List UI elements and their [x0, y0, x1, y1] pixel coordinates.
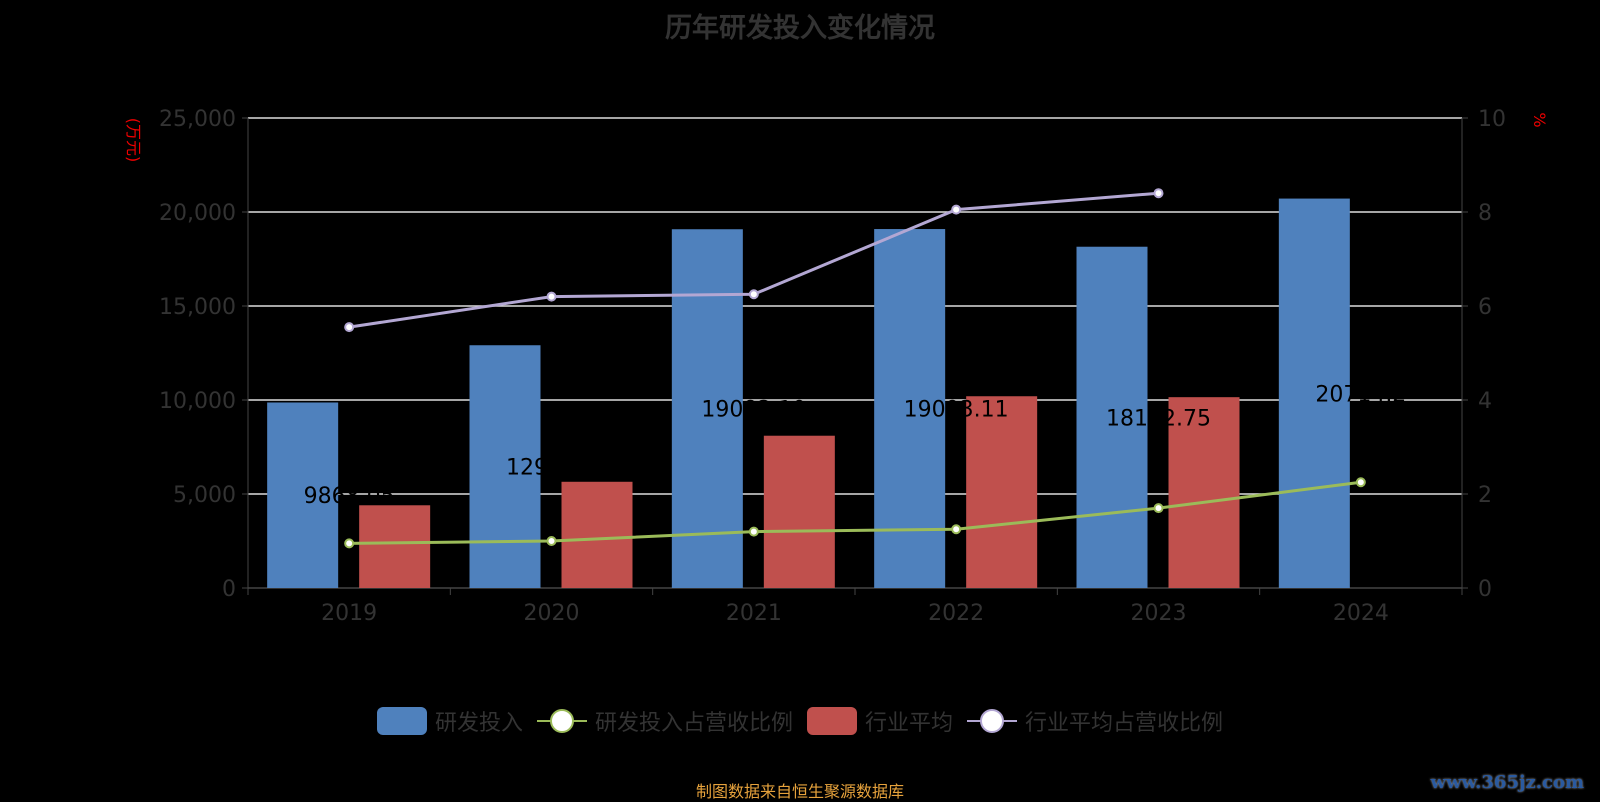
- line-point: [1153, 503, 1164, 514]
- line-point: [951, 524, 962, 535]
- x-tick-label: 2021: [726, 601, 782, 626]
- y-tick-label: 20,000: [159, 201, 236, 226]
- bar-value-label: 19083.10: [701, 398, 806, 423]
- legend-label: 行业平均: [865, 711, 954, 736]
- y-right-tick-label: 8: [1478, 201, 1492, 226]
- source-note: 制图数据来自恒生聚源数据库: [695, 782, 904, 801]
- bar-rd: [469, 345, 541, 588]
- bar-industry: [763, 435, 835, 588]
- legend-label: 研发投入: [434, 711, 523, 736]
- chart-title: 历年研发投入变化情况: [665, 13, 935, 44]
- bar-industry: [359, 505, 431, 588]
- bar-industry: [1168, 397, 1240, 588]
- y-tick-label: 5,000: [173, 483, 236, 508]
- line-point: [546, 536, 557, 546]
- y-axis-label-left: (万元): [124, 118, 143, 163]
- y-right-tick-label: 6: [1478, 295, 1492, 320]
- bar-value-label: 9868.05: [304, 484, 395, 509]
- x-tick-label: 2019: [321, 601, 377, 626]
- legend-item-rd[interactable]: 研发投入: [376, 705, 523, 737]
- line-point: [344, 322, 355, 333]
- legend-swatch: [536, 707, 587, 735]
- line-point: [748, 289, 759, 300]
- bar-value-label: 12912.5: [506, 456, 597, 481]
- y-tick-label: 0: [222, 577, 236, 602]
- legend-item-industry-ratio[interactable]: 行业平均占营收比例: [967, 705, 1223, 737]
- y-right-tick-label: 2: [1478, 483, 1492, 508]
- line-point: [1153, 188, 1164, 199]
- bar-industry: [966, 396, 1038, 588]
- legend-item-rd-ratio[interactable]: 研发投入占营收比例: [536, 705, 793, 737]
- line-series: [348, 191, 1159, 329]
- x-tick-label: 2020: [524, 601, 580, 626]
- legend-swatch: [376, 707, 427, 735]
- y-tick-label: 15,000: [159, 295, 236, 320]
- y-tick-label: 10,000: [159, 389, 236, 414]
- line-series: [349, 480, 1362, 545]
- line-point: [1355, 477, 1366, 488]
- line-point: [951, 204, 962, 215]
- bar-rd: [671, 229, 743, 588]
- y-right-tick-label: 0: [1478, 577, 1492, 602]
- line-point: [748, 526, 759, 537]
- watermark: www.365jz.com: [1430, 772, 1584, 793]
- x-tick-label: 2023: [1131, 601, 1187, 626]
- y-tick-label: 25,000: [159, 107, 236, 132]
- legend-swatch: [967, 707, 1018, 735]
- line-point: [546, 291, 557, 302]
- legend-item-industry[interactable]: 行业平均: [807, 705, 953, 737]
- y-right-tick-label: 10: [1478, 107, 1506, 132]
- legend-label: 研发投入占营收比例: [594, 711, 793, 736]
- bar-value-label: 20714.2: [1315, 382, 1406, 407]
- y-axis-label-right: %: [1530, 112, 1549, 127]
- x-tick-label: 2024: [1333, 601, 1389, 626]
- bar-value-label: 18152.75: [1106, 406, 1211, 431]
- bar-value-label: 19093.11: [904, 398, 1009, 423]
- x-tick-label: 2022: [928, 601, 984, 626]
- bar-rd: [267, 402, 339, 588]
- bar-industry: [561, 481, 633, 588]
- line-point: [344, 538, 355, 549]
- y-right-tick-label: 4: [1478, 389, 1492, 414]
- legend-swatch: [807, 707, 857, 735]
- bar-rd: [1278, 198, 1350, 588]
- legend: 研发投入 研发投入占营收比例 行业平均 行业平均占营收比例: [0, 705, 1600, 737]
- legend-label: 行业平均占营收比例: [1025, 711, 1224, 736]
- bar-rd: [1076, 246, 1148, 588]
